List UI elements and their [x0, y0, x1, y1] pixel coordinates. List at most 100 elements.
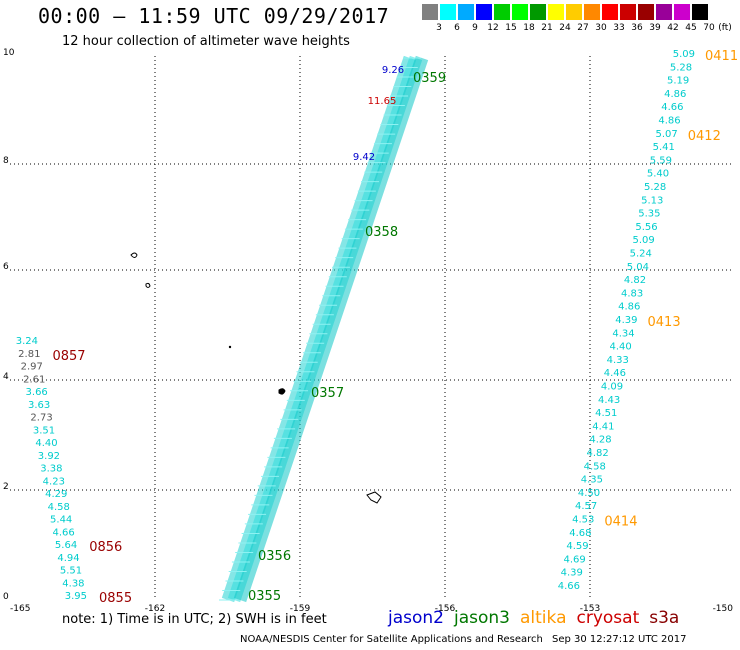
time-label: 0413 — [648, 315, 681, 330]
legend-label: 30 — [595, 23, 607, 33]
legend-swatch — [440, 4, 456, 20]
satellite-key-item: altika — [520, 608, 567, 628]
swh-value: 3.51 — [33, 425, 55, 436]
legend-swatch — [692, 4, 708, 20]
swh-value: 4.46 — [604, 368, 626, 379]
swh-value: 4.69 — [563, 554, 585, 565]
footer-credit: NOAA/NESDIS Center for Satellite Applica… — [240, 634, 543, 645]
swh-value: 5.41 — [653, 142, 675, 153]
swh-value: 5.13 — [641, 195, 663, 206]
legend-label: 18 — [523, 23, 535, 33]
swh-value: 4.57 — [575, 501, 597, 512]
legend-swatch — [458, 4, 474, 20]
legend-swatch — [638, 4, 654, 20]
time-label: 0411 — [705, 49, 738, 64]
legend-label: 3 — [436, 23, 442, 33]
time-label: 0855 — [99, 591, 132, 606]
legend-label: 24 — [559, 23, 571, 33]
island-outline — [130, 252, 138, 258]
legend-swatch — [674, 4, 690, 20]
chart-title: 00:00 — 11:59 UTC 09/29/2017 — [38, 4, 390, 28]
x-tick-label: -159 — [290, 604, 311, 614]
swh-value: 5.07 — [655, 129, 677, 140]
swh-value: 5.44 — [50, 515, 72, 526]
swh-value: 4.39 — [615, 315, 637, 326]
map-grid — [10, 56, 733, 600]
time-label: 0358 — [365, 225, 398, 240]
swh-value: 4.09 — [601, 382, 623, 393]
legend-swatch — [422, 4, 438, 20]
swh-value-band — [233, 55, 429, 603]
y-tick-label: 6 — [3, 262, 9, 272]
legend-label: 27 — [577, 23, 589, 33]
time-label: 0356 — [258, 549, 291, 564]
right-track: 5.09 5.28 5.19 4.86 4.66 4.86 5.07 5.41 5.59 5.40… — [558, 49, 738, 592]
swh-value: 5.04 — [627, 262, 649, 273]
left-track: 3.24 2.81 2.972.61 3.66 3.63 2.733.51 4.40 3.92… — [16, 336, 132, 606]
x-tick-label: -156 — [435, 604, 456, 614]
swh-value: 5.40 — [647, 169, 669, 180]
legend-swatch — [548, 4, 564, 20]
satellite-key-item: jason2 — [388, 608, 444, 628]
swh-value: 4.43 — [598, 395, 620, 406]
swh-value: 5.19 — [667, 76, 689, 87]
swh-value: 4.58 — [48, 502, 70, 513]
swh-value: 5.59 — [650, 155, 672, 166]
swh-value: 4.66 — [661, 102, 683, 113]
swh-value: 4.50 — [578, 488, 600, 499]
swh-value: 3.38 — [40, 464, 62, 475]
swh-value: 5.24 — [630, 249, 652, 260]
swh-value: 4.58 — [584, 461, 606, 472]
swh-value: 5.09 — [632, 235, 654, 246]
satellite-key: jason2 jason3 altika cryosat s3a — [388, 608, 689, 628]
swh-value: 4.83 — [621, 288, 643, 299]
legend-swatch — [584, 4, 600, 20]
y-tick-label: 8 — [3, 156, 9, 166]
y-tick-label: 10 — [3, 48, 15, 58]
swh-value: 4.35 — [581, 475, 603, 486]
swh-value: 2.97 — [21, 362, 43, 373]
swh-value: 3.63 — [28, 400, 50, 411]
x-tick-label: -165 — [10, 604, 30, 614]
island-outline — [278, 388, 286, 395]
y-tick-label: 2 — [3, 482, 9, 492]
swh-value: 5.64 — [55, 540, 77, 551]
swh-value: 4.51 — [595, 408, 617, 419]
axis-ticks: -165 -162 -159 -156 -153 -150 0 2 4 6 8 10 — [3, 48, 733, 614]
swh-value: 4.53 — [572, 515, 594, 526]
time-label: 0412 — [688, 129, 721, 144]
legend-swatch — [656, 4, 672, 20]
legend-swatch — [476, 4, 492, 20]
swh-value: 3.24 — [16, 336, 38, 347]
x-tick-label: -162 — [145, 604, 165, 614]
swh-value: 4.82 — [624, 275, 646, 286]
footer-note: note: 1) Time is in UTC; 2) SWH is in fe… — [62, 612, 327, 627]
legend-label: 39 — [649, 23, 661, 33]
y-tick-label: 0 — [3, 592, 9, 602]
time-label: 0857 — [52, 349, 85, 364]
island-outline — [228, 345, 232, 349]
legend-label: 6 — [454, 23, 460, 33]
swh-value: 3.95 — [65, 591, 87, 602]
time-label: 0359 — [413, 71, 446, 86]
time-label: 0414 — [604, 515, 637, 530]
legend-label: 45 — [685, 23, 697, 33]
legend-swatch — [494, 4, 510, 20]
swh-value: 4.38 — [62, 578, 84, 589]
swh-value: 5.56 — [635, 222, 657, 233]
legend-swatch — [566, 4, 582, 20]
swh-value: 9.42 — [353, 152, 375, 163]
swh-value: 4.41 — [592, 421, 614, 432]
legend-swatch — [512, 4, 528, 20]
x-tick-label: -153 — [580, 604, 600, 614]
swh-value: 4.34 — [612, 328, 634, 339]
legend-unit: (ft) — [718, 23, 732, 33]
satellite-key-item: s3a — [649, 608, 680, 628]
legend-label: 9 — [472, 23, 478, 33]
swh-value: 4.28 — [589, 435, 611, 446]
time-label: 0856 — [89, 540, 122, 555]
swh-value: 4.40 — [35, 438, 57, 449]
legend-label: 33 — [613, 23, 625, 33]
swh-value: 4.66 — [52, 527, 74, 538]
